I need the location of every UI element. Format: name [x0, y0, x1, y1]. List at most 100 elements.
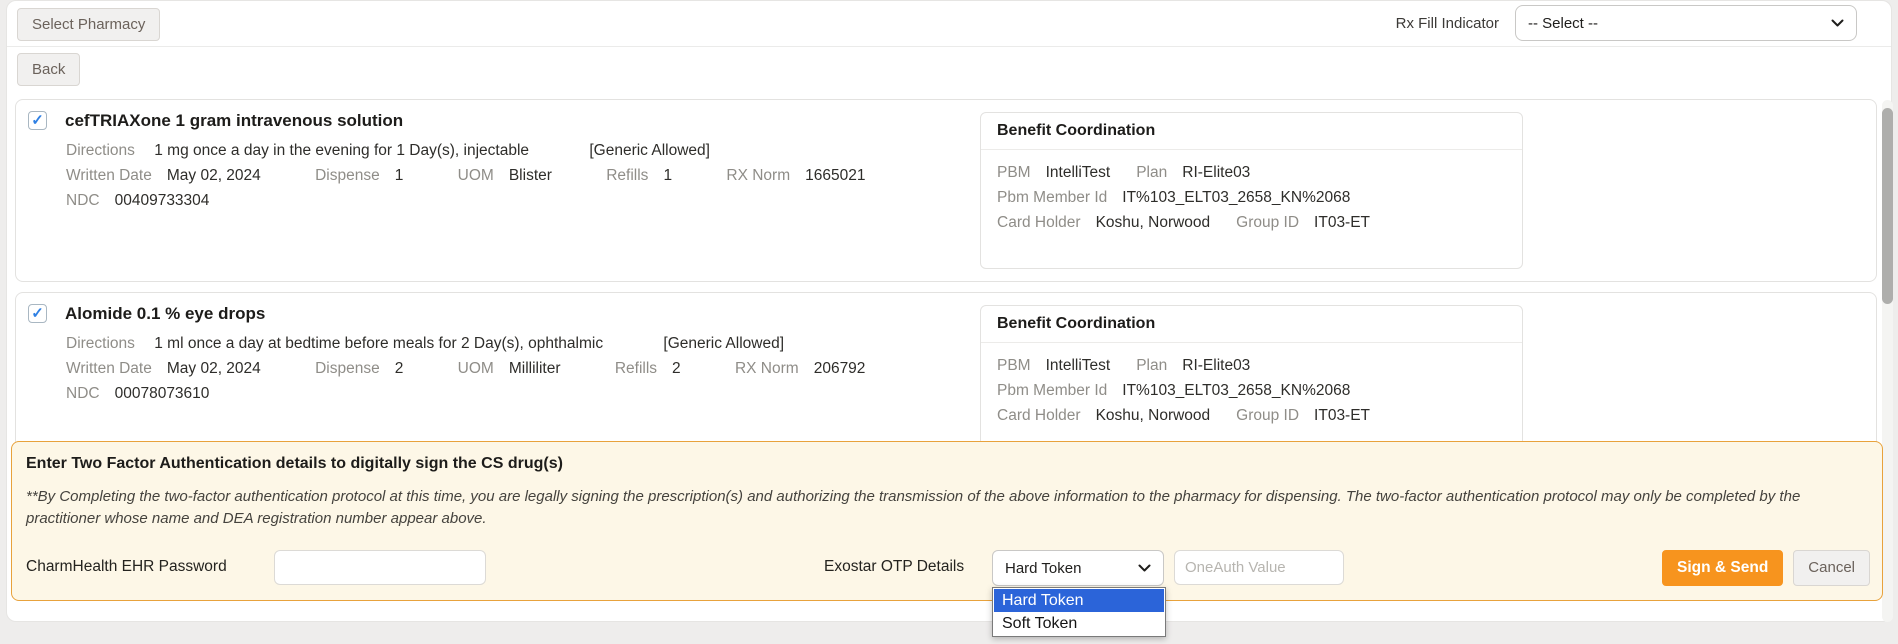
chevron-down-icon — [1138, 564, 1151, 571]
directions-value: 1 mg once a day in the evening for 1 Day… — [154, 142, 530, 159]
written-date-value: May 02, 2024 — [166, 167, 261, 184]
directions-row: Directions 1 ml once a day at bedtime be… — [66, 331, 1876, 356]
rx-fill-indicator-label: Rx Fill Indicator — [1395, 14, 1499, 32]
plan-label: Plan — [1136, 357, 1168, 374]
group-id-value: IT03-ET — [1314, 407, 1371, 424]
top-toolbar: Select Pharmacy Rx Fill Indicator -- Sel… — [7, 1, 1891, 47]
select-pharmacy-button[interactable]: Select Pharmacy — [17, 8, 161, 41]
vertical-scrollbar-thumb[interactable] — [1882, 108, 1893, 304]
rx-fill-indicator-group: Rx Fill Indicator -- Select -- — [1396, 5, 1857, 41]
plan-value: RI-Elite03 — [1182, 357, 1251, 374]
rx-norm-value: 206792 — [813, 360, 866, 377]
uom-value: Blister — [508, 167, 552, 184]
rx-norm-value: 1665021 — [805, 167, 866, 184]
pbm-label: PBM — [997, 357, 1031, 374]
plan-label: Plan — [1136, 164, 1168, 181]
directions-row: Directions 1 mg once a day in the evenin… — [66, 138, 1876, 163]
refills-label: Refills — [606, 167, 649, 184]
drug-title: cefTRIAXone 1 gram intravenous solution — [65, 110, 404, 130]
drug-title: Alomide 0.1 % eye drops — [65, 303, 266, 323]
refills-label: Refills — [614, 360, 658, 377]
ndc-label: NDC — [66, 192, 100, 209]
two-factor-auth-panel: Enter Two Factor Authentication details … — [11, 441, 1883, 637]
card-holder-value: Koshu, Norwood — [1095, 407, 1211, 424]
auth-panel-title: Enter Two Factor Authentication details … — [26, 455, 563, 472]
otp-type-selected-value: Hard Token — [1005, 559, 1082, 577]
rx-info-row: Written Date May 02, 2024 Dispense 2 UOM Mi… — [66, 356, 1876, 381]
card-holder-label: Card Holder — [997, 407, 1081, 424]
dropdown-option-soft-token[interactable]: Soft Token — [1002, 615, 1078, 632]
written-date-label: Written Date — [66, 167, 152, 184]
rx-fill-indicator-select[interactable]: -- Select -- — [1515, 5, 1857, 41]
dispense-label: Dispense — [315, 167, 380, 184]
directions-label: Directions — [66, 335, 135, 352]
vertical-scrollbar-track[interactable] — [1882, 100, 1893, 622]
benefit-coordination-title: Benefit Coordination — [981, 113, 1522, 150]
pbm-member-id-label: Pbm Member Id — [997, 382, 1108, 399]
pbm-label: PBM — [997, 164, 1031, 181]
chevron-down-icon — [1831, 19, 1844, 26]
ndc-row: NDC 00409733304 — [66, 188, 1876, 213]
rx-norm-label: RX Norm — [726, 167, 791, 184]
drug-select-checkbox[interactable]: ✓ — [28, 304, 47, 323]
dispense-value: 1 — [394, 167, 404, 184]
generic-allowed-tag: [Generic Allowed] — [589, 142, 710, 159]
prescription-card: ✓ Alomide 0.1 % eye drops Directions 1 m… — [15, 292, 1877, 456]
rx-norm-label: RX Norm — [734, 360, 799, 377]
oneauth-value-input[interactable] — [1174, 550, 1344, 585]
checkmark-icon: ✓ — [31, 112, 44, 129]
rx-fill-indicator-value: -- Select -- — [1528, 14, 1599, 32]
benefit-coordination-body: PBM IntelliTest Plan RI-Elite03 Pbm Member … — [981, 343, 1522, 440]
benefit-coordination-panel: Benefit Coordination PBM IntelliTest Plan R… — [980, 112, 1523, 269]
card-holder-value: Koshu, Norwood — [1095, 214, 1211, 231]
pbm-member-id-value: IT%103_ELT03_2658_KN%2068 — [1122, 382, 1351, 399]
otp-type-dropdown-menu: Hard Token Soft Token — [992, 587, 1166, 637]
written-date-label: Written Date — [66, 360, 152, 377]
cancel-button[interactable]: Cancel — [1793, 550, 1870, 586]
group-id-label: Group ID — [1236, 214, 1300, 231]
drug-details: ✓ Alomide 0.1 % eye drops Directions 1 m… — [16, 293, 1876, 406]
group-id-label: Group ID — [1236, 407, 1300, 424]
benefit-coordination-title: Benefit Coordination — [981, 306, 1522, 343]
dispense-label: Dispense — [315, 360, 380, 377]
directions-value: 1 ml once a day at bedtime before meals … — [154, 335, 604, 352]
group-id-value: IT03-ET — [1314, 214, 1371, 231]
plan-value: RI-Elite03 — [1182, 164, 1251, 181]
refills-value: 2 — [672, 360, 681, 377]
drug-select-checkbox[interactable]: ✓ — [28, 111, 47, 130]
otp-type-select[interactable]: Hard Token — [992, 550, 1164, 586]
ndc-row: NDC 00078073610 — [66, 381, 1876, 406]
ndc-label: NDC — [66, 385, 100, 402]
refills-value: 1 — [663, 167, 673, 184]
uom-label: UOM — [457, 360, 494, 377]
auth-disclaimer-text: **By Completing the two-factor authentic… — [26, 488, 1801, 527]
uom-label: UOM — [457, 167, 494, 184]
prescription-card: ✓ cefTRIAXone 1 gram intravenous solutio… — [15, 99, 1877, 282]
ehr-password-label: CharmHealth EHR Password — [26, 558, 227, 575]
ehr-password-input[interactable] — [274, 550, 486, 585]
benefit-coordination-body: PBM IntelliTest Plan RI-Elite03 Pbm Member … — [981, 150, 1522, 247]
pbm-member-id-value: IT%103_ELT03_2658_KN%2068 — [1122, 189, 1351, 206]
benefit-coordination-panel: Benefit Coordination PBM IntelliTest Plan R… — [980, 305, 1523, 455]
rx-info-row: Written Date May 02, 2024 Dispense 1 UOM Bl… — [66, 163, 1876, 188]
pbm-value: IntelliTest — [1045, 164, 1111, 181]
ndc-value: 00409733304 — [114, 192, 210, 209]
ndc-value: 00078073610 — [114, 385, 210, 402]
sign-and-send-button[interactable]: Sign & Send — [1662, 550, 1784, 586]
drug-details: ✓ cefTRIAXone 1 gram intravenous solutio… — [16, 100, 1876, 213]
generic-allowed-tag: [Generic Allowed] — [663, 335, 785, 352]
directions-label: Directions — [66, 142, 135, 159]
auth-action-buttons: Sign & Send Cancel — [1662, 550, 1870, 586]
main-content-panel: Select Pharmacy Rx Fill Indicator -- Sel… — [6, 0, 1892, 637]
pbm-member-id-label: Pbm Member Id — [997, 189, 1108, 206]
auth-controls-row: CharmHealth EHR Password Exostar OTP Det… — [12, 548, 1882, 588]
written-date-value: May 02, 2024 — [166, 360, 261, 377]
dispense-value: 2 — [394, 360, 404, 377]
dropdown-option-hard-token[interactable]: Hard Token — [994, 589, 1164, 612]
card-holder-label: Card Holder — [997, 214, 1081, 231]
exostar-otp-label: Exostar OTP Details — [824, 558, 965, 575]
pbm-value: IntelliTest — [1045, 357, 1111, 374]
uom-value: Milliliter — [508, 360, 561, 377]
checkmark-icon: ✓ — [31, 305, 44, 322]
back-button[interactable]: Back — [17, 53, 81, 86]
